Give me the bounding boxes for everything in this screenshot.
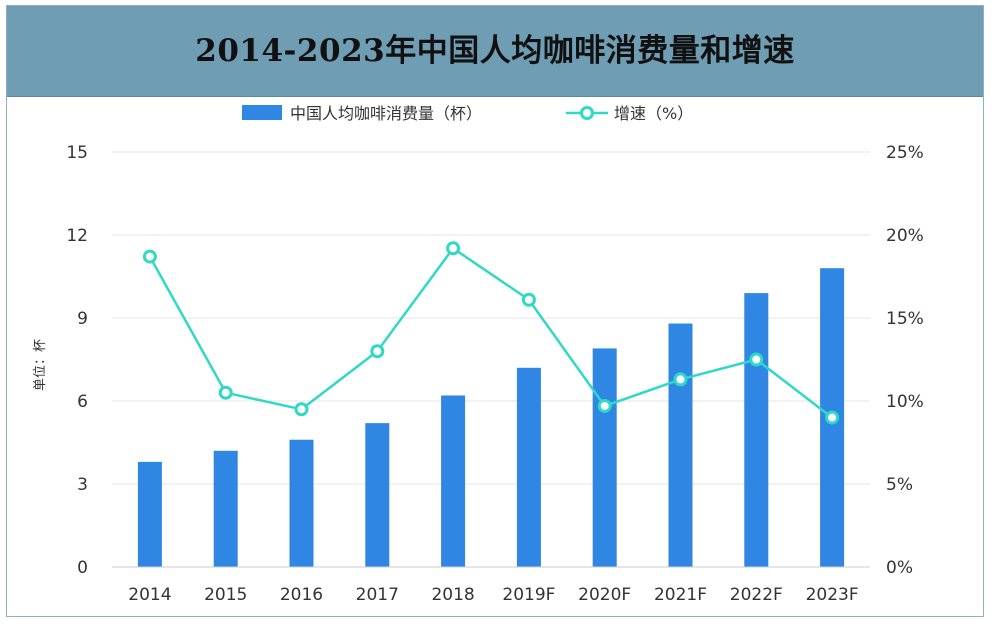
line-point (370, 344, 385, 359)
line-point (142, 249, 157, 264)
title-bar: 2014-2023年中国人均咖啡消费量和增速 (7, 6, 983, 97)
line-point (446, 241, 461, 256)
line-point (597, 398, 612, 413)
x-tick-label: 2016 (280, 585, 323, 605)
legend: 中国人均咖啡消费量（杯） 增速（%） (242, 104, 693, 123)
x-tick-label: 2014 (128, 585, 171, 605)
legend-line-label: 增速（%） (614, 104, 693, 123)
x-tick-label: 2021F (654, 585, 707, 605)
legend-bar-label: 中国人均咖啡消费量（杯） (290, 104, 482, 123)
x-tick-label: 2023F (806, 585, 859, 605)
bar (213, 450, 238, 567)
line-series (142, 241, 840, 425)
y-tick-label: 0 (77, 558, 88, 578)
line-path (148, 246, 833, 419)
line-point (294, 402, 309, 417)
x-tick-label: 2018 (431, 585, 474, 605)
x-tick-label: 2022F (730, 585, 783, 605)
y-tick-label: 3 (77, 475, 88, 495)
legend-line-marker (580, 106, 594, 120)
bar (137, 461, 162, 567)
line-point (749, 352, 764, 367)
y2-tick-label: 20% (886, 226, 924, 246)
y-axis-title: 单位：杯 (33, 339, 48, 391)
x-tick-label: 2020F (578, 585, 631, 605)
bar-series (137, 268, 845, 567)
bar (441, 395, 466, 567)
bar (744, 293, 769, 567)
y-tick-label: 15 (66, 143, 88, 163)
bar (668, 323, 693, 567)
axes: 0 3 6 9 12 15 0% 5% 10% 15% 20% 25% 单位：杯 2014 2015 2016… (33, 143, 924, 605)
line-point (521, 292, 536, 307)
bar (516, 367, 541, 567)
line-point (825, 410, 840, 425)
legend-bar-swatch (242, 105, 282, 120)
y-tick-label: 12 (66, 226, 88, 246)
y2-tick-label: 5% (886, 475, 913, 495)
line-point (673, 372, 688, 387)
bar (592, 348, 617, 567)
bar (289, 439, 314, 567)
x-tick-label: 2017 (356, 585, 399, 605)
y-tick-label: 9 (77, 309, 88, 329)
x-tick-label: 2015 (204, 585, 247, 605)
y2-tick-label: 10% (886, 392, 924, 412)
y-tick-label: 6 (77, 392, 88, 412)
x-tick-label: 2019F (502, 585, 555, 605)
bar (365, 423, 390, 567)
chart-title: 2014-2023年中国人均咖啡消费量和增速 (195, 33, 795, 69)
y2-tick-label: 25% (886, 143, 924, 163)
y2-tick-label: 15% (886, 309, 924, 329)
line-point (218, 385, 233, 400)
y2-tick-label: 0% (886, 558, 913, 578)
